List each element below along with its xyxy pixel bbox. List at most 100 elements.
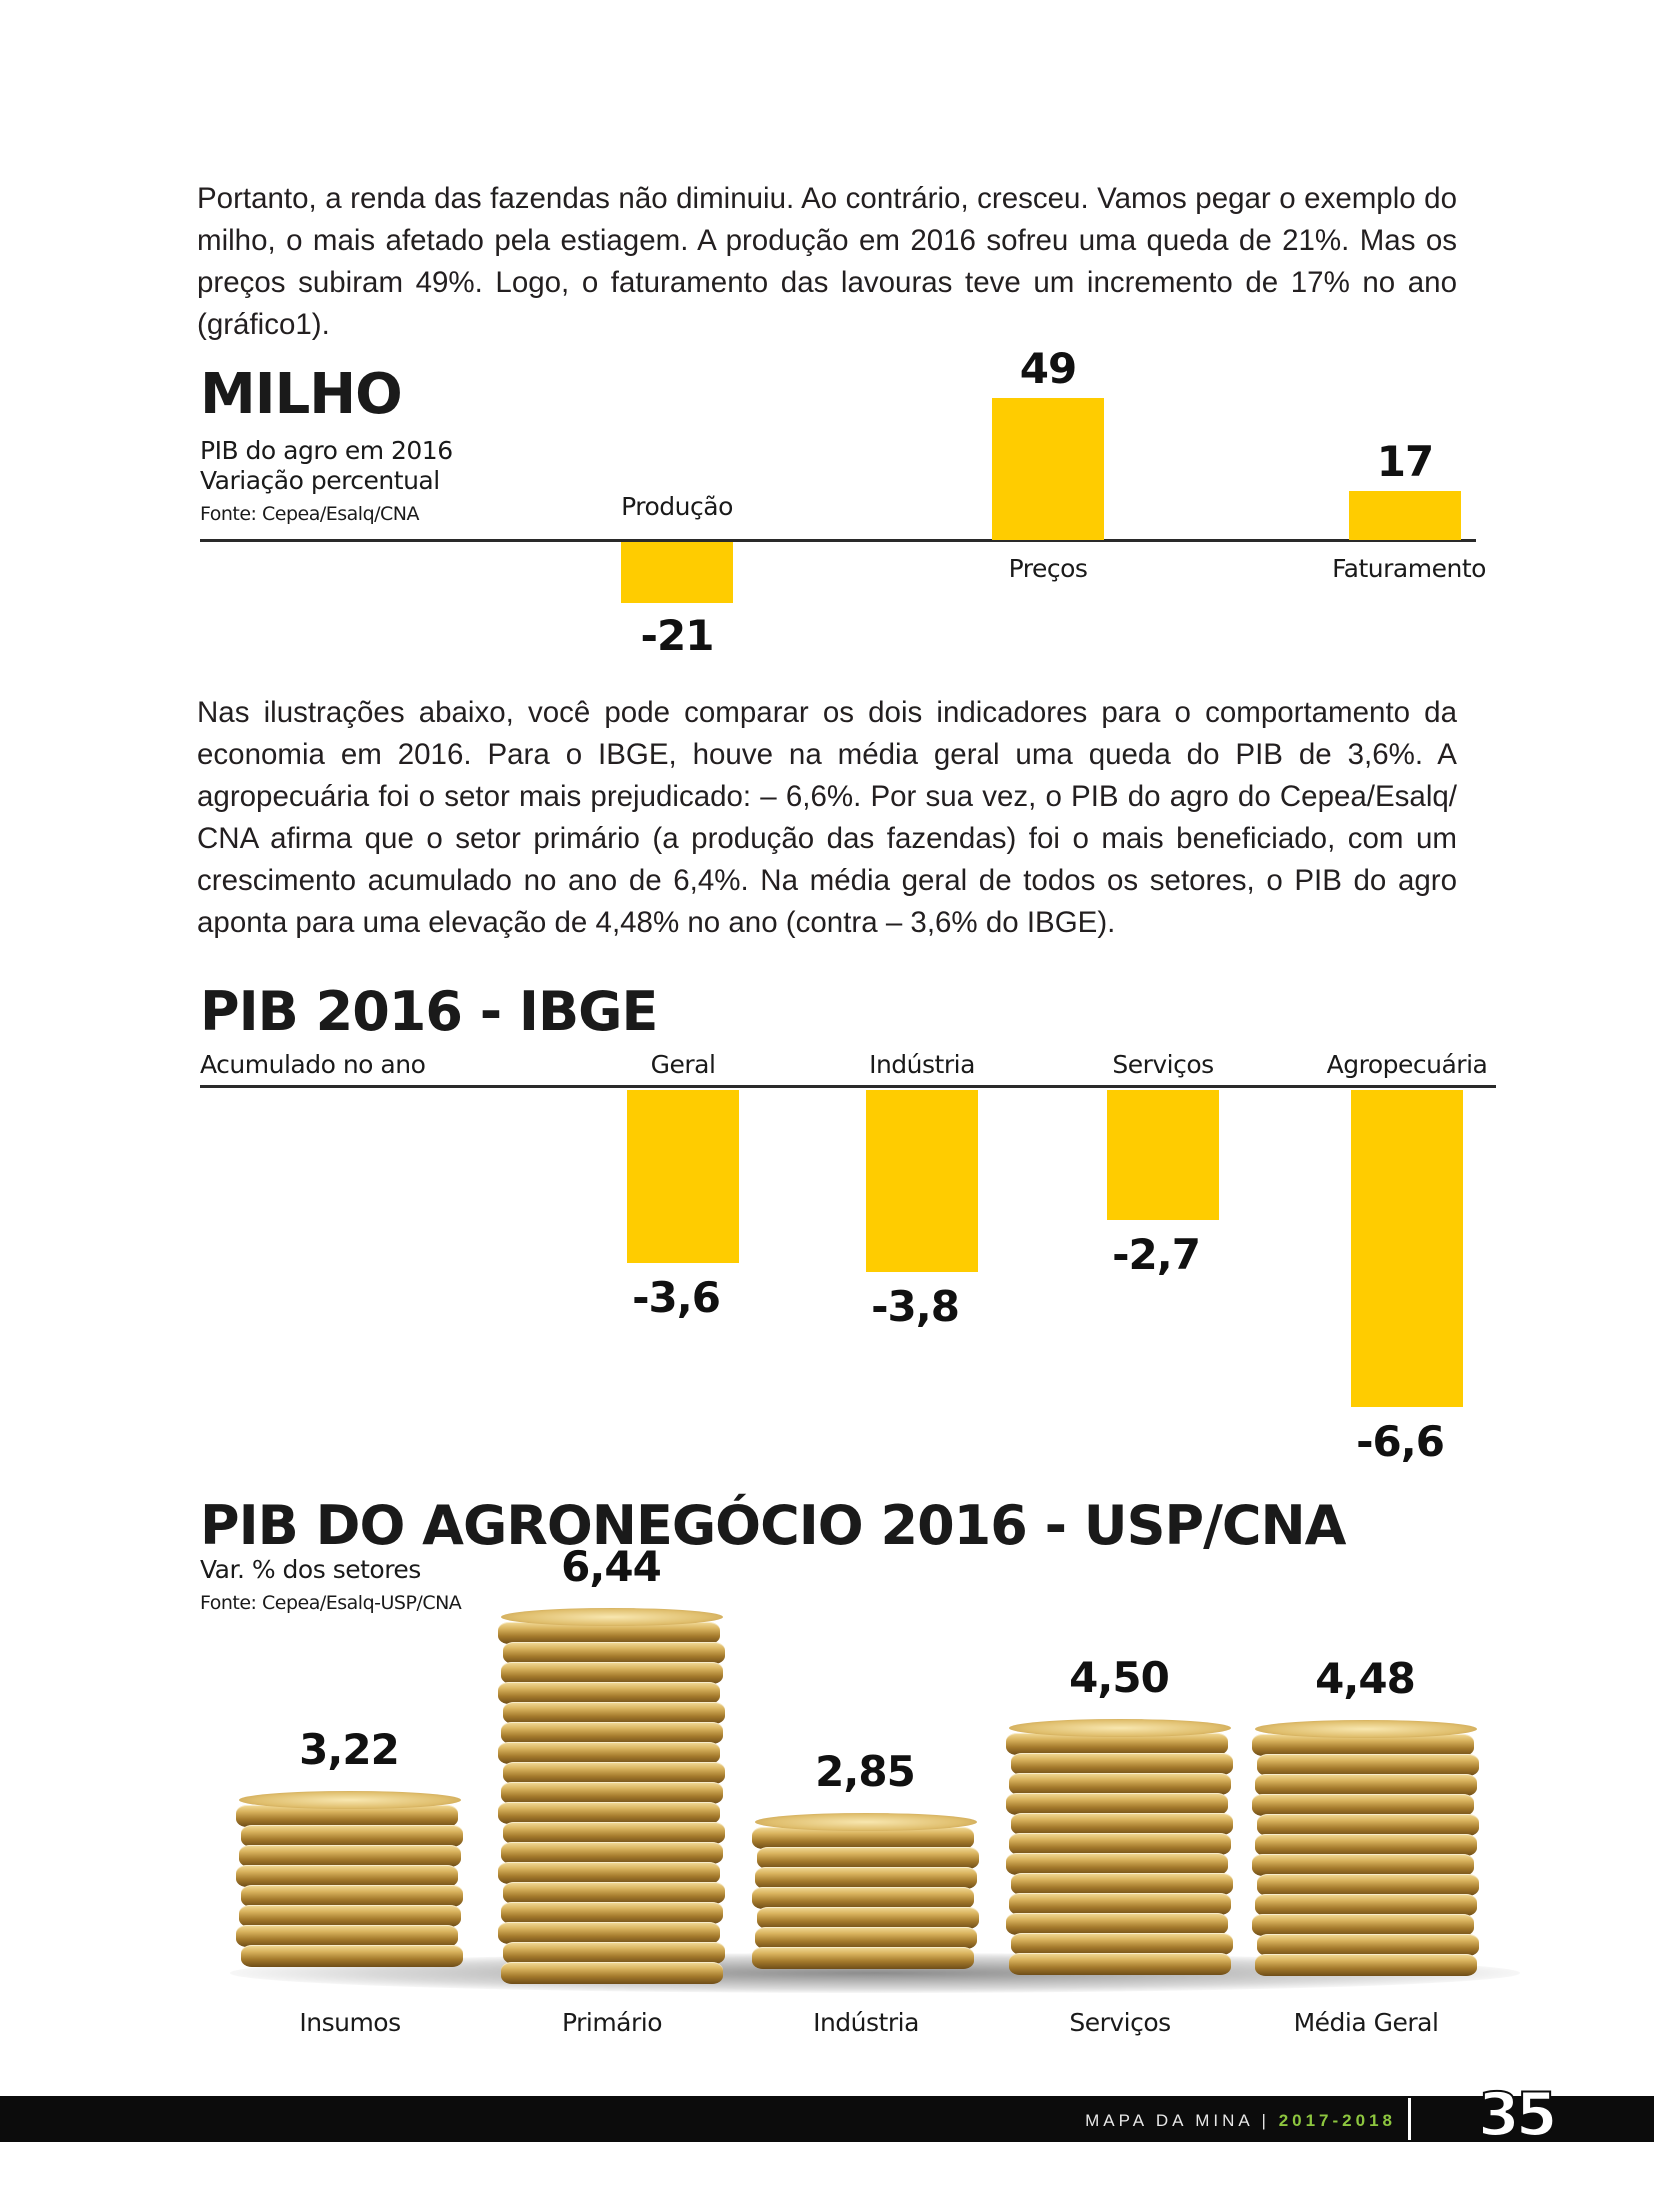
coin-stack-2 [752,1812,979,1975]
coin [1009,1772,1231,1795]
coin [503,1761,725,1784]
ibge-value-label-3: -6,6 [1356,1416,1445,1466]
coin [498,1921,720,1944]
coin [1011,1872,1233,1895]
milho-bar-1 [992,397,1104,540]
milho-category-label-0: Produção [621,492,733,521]
agro-chart-subtitle: Var. % dos setores [200,1555,421,1584]
coin [503,1641,725,1664]
coin [1006,1912,1228,1935]
coin [236,1805,458,1828]
coin [498,1681,720,1704]
coin [1255,1953,1477,1976]
milho-chart-title: MILHO [200,362,403,427]
coin [752,1826,974,1849]
milho-category-label-1: Preços [1008,554,1088,583]
footer-separator [1408,2098,1411,2140]
coin [1252,1853,1474,1876]
coin [1255,1893,1477,1916]
milho-chart-subtitle-1: PIB do agro em 2016 [200,436,453,465]
agro-category-label-3: Serviços [1069,2008,1171,2037]
coin-top [1009,1718,1231,1737]
coin [1252,1913,1474,1936]
agro-category-label-2: Indústria [813,2008,919,2037]
coin [757,1846,979,1869]
milho-chart-source: Fonte: Cepea/Esalq/CNA [200,503,420,525]
coin [1252,1793,1474,1816]
coin [503,1701,725,1724]
coin [1255,1773,1477,1796]
milho-bar-2 [1349,490,1461,540]
coin [501,1661,723,1684]
coin-stack-0 [236,1791,463,1975]
coin [1257,1753,1479,1776]
coin [1009,1832,1231,1855]
ibge-chart-subtitle: Acumulado no ano [200,1050,426,1079]
milho-value-label-2: 17 [1376,436,1434,486]
agro-category-label-0: Insumos [299,2008,401,2037]
ibge-chart-title: PIB 2016 - IBGE [200,980,658,1043]
coin [241,1825,463,1848]
footer-bar [0,2096,1654,2142]
ibge-category-label-1: Indústria [869,1050,975,1079]
coin [498,1621,720,1644]
coin-stack-4 [1252,1719,1479,1976]
coin-stack-3 [1006,1718,1233,1976]
coin [241,1945,463,1968]
milho-value-label-1: 49 [1019,343,1077,393]
coin [498,1741,720,1764]
coin [1252,1733,1474,1756]
milho-category-label-2: Faturamento [1332,554,1486,583]
footer-divider: | [1261,2111,1270,2130]
ibge-bar-2 [1107,1090,1219,1220]
milho-bar-0 [621,542,733,603]
milho-chart-subtitle-2: Variação percentual [200,466,440,495]
coin [239,1845,461,1868]
page-number: 35 [1477,2079,1558,2151]
coin [1011,1812,1233,1835]
coin-top [501,1607,723,1626]
coin [501,1901,723,1924]
coin [1011,1752,1233,1775]
ibge-category-label-3: Agropecuária [1326,1050,1488,1079]
coin [236,1865,458,1888]
coin [501,1781,723,1804]
coin [755,1926,977,1949]
agro-category-label-4: Média Geral [1293,2008,1439,2037]
ibge-chart-axis [200,1085,1496,1088]
ibge-value-label-0: -3,6 [632,1272,721,1322]
footer-publication: MAPA DA MINA | 2017-2018 [1085,2111,1396,2131]
agro-category-label-1: Primário [561,2008,663,2037]
ibge-category-label-0: Geral [650,1050,716,1079]
ibge-bar-1 [866,1090,978,1273]
coin [501,1721,723,1744]
coin [1009,1892,1231,1915]
agro-value-label-3: 4,50 [1069,1652,1170,1702]
coin [501,1841,723,1864]
coin [757,1906,979,1929]
agro-value-label-1: 6,44 [561,1541,662,1591]
ibge-value-label-1: -3,8 [871,1282,960,1332]
milho-value-label-0: -21 [640,610,715,660]
footer-years: 2017-2018 [1278,2111,1396,2130]
milho-chart-axis [200,539,1476,542]
coin [1009,1952,1231,1975]
coin-stack-1 [498,1607,725,1984]
agro-chart-title: PIB DO AGRONEGÓCIO 2016 - USP/CNA [200,1494,1346,1557]
coin [1006,1732,1228,1755]
coin [241,1885,463,1908]
coin [755,1866,977,1889]
ibge-bar-0 [627,1090,739,1263]
middle-paragraph: Nas ilustrações abaixo, você pode compar… [197,696,1457,939]
footer-publication-name: MAPA DA MINA [1085,2111,1253,2130]
agro-value-label-0: 3,22 [299,1725,400,1775]
coin [503,1821,725,1844]
coin [752,1886,974,1909]
coin-top [1255,1719,1477,1738]
coin [236,1925,458,1948]
coin [498,1801,720,1824]
intro-paragraph: Portanto, a renda das fazendas não dimin… [197,182,1457,341]
coin [1011,1932,1233,1955]
coin [1255,1833,1477,1856]
coin [239,1905,461,1928]
